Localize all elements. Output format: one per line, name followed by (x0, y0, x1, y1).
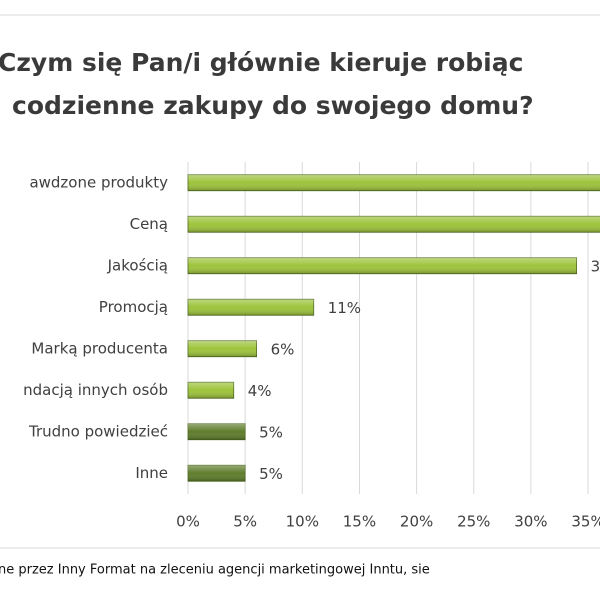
y-tick-label: Inne (135, 464, 168, 482)
x-tick-label: 15% (343, 513, 376, 531)
y-tick-label: Trudno powiedzieć (28, 422, 168, 440)
value-label: 5% (259, 423, 283, 441)
value-label: 4% (248, 382, 272, 400)
x-tick-label: 25% (457, 513, 490, 531)
x-tick-label: 10% (286, 513, 319, 531)
bar-shade (188, 465, 246, 482)
value-label: 5% (259, 465, 283, 483)
x-tick-label: 5% (233, 513, 257, 531)
bar-shade (188, 299, 314, 316)
y-tick-label: Ceną (130, 215, 168, 233)
chart-title: Czym się Pan/i głównie kieruje robiąc (0, 48, 523, 77)
y-tick-label: awdzone produkty (29, 173, 168, 191)
value-label: 6% (271, 340, 295, 358)
x-tick-label: 30% (514, 513, 547, 531)
bar-shade (188, 340, 257, 357)
bar-shade (188, 216, 600, 233)
value-label: 11% (328, 299, 361, 317)
bar-shade (188, 382, 234, 399)
x-tick-label: 20% (400, 513, 433, 531)
y-tick-label: ndacją innych osób (23, 381, 168, 399)
x-tick-label: 0% (176, 513, 200, 531)
bar-shade (188, 423, 246, 440)
footnote: ne przez Inny Format na zleceniu agencji… (0, 563, 430, 578)
bar-shade (188, 174, 600, 191)
y-tick-label: Jakością (107, 256, 168, 274)
x-tick-label: 35% (571, 513, 600, 531)
chart-title: codzienne zakupy do swojego domu? (12, 91, 534, 120)
y-tick-label: Marką producenta (31, 339, 168, 357)
y-tick-label: Promocją (99, 298, 168, 316)
value-label: 34% (591, 257, 600, 275)
bar-shade (188, 257, 577, 274)
